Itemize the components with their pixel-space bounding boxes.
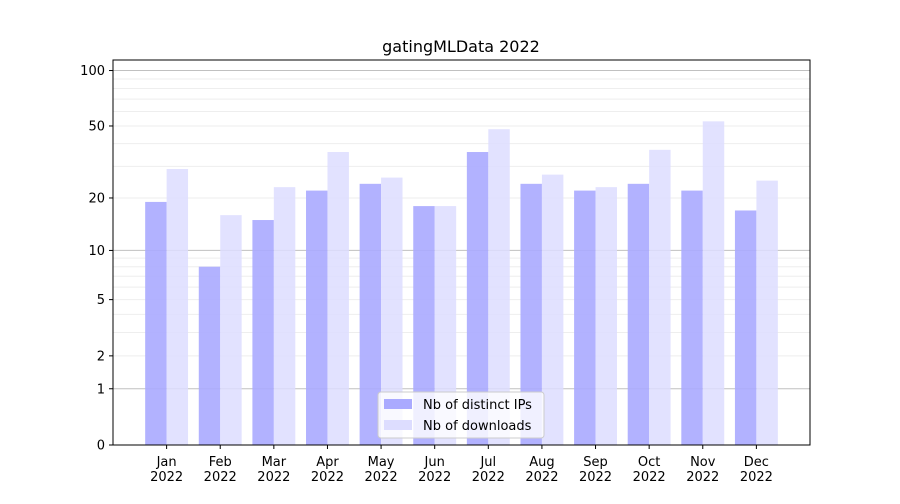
x-tick-label: Sep 2022 — [579, 455, 612, 485]
x-tick-label: Nov 2022 — [686, 455, 719, 485]
bar-ips — [574, 190, 596, 445]
y-tick-label: 0 — [97, 439, 105, 454]
bar-ips — [413, 206, 435, 445]
y-tick-label: 2 — [97, 349, 105, 364]
bar-ips — [306, 190, 328, 445]
bar-ips — [466, 152, 489, 445]
bar-ips — [252, 220, 274, 445]
plot-frame — [112, 59, 811, 446]
bar-ips — [681, 190, 703, 445]
legend-label: Nb of downloads — [423, 419, 532, 434]
bar-ips — [627, 183, 650, 445]
bar-downloads — [166, 169, 189, 446]
x-axis: Jan 2022 Feb 2022 Mar 2022 Apr 2022 May 2022 Jun 20… — [150, 445, 773, 485]
bar-downloads — [381, 177, 403, 445]
legend-swatch — [384, 399, 412, 409]
y-tick-label: 10 — [88, 244, 105, 259]
y-tick-label: 20 — [88, 191, 105, 206]
bar-downloads — [649, 149, 671, 445]
x-tick-label: Jul 2022 — [472, 455, 505, 485]
x-tick-label: Mar 2022 — [257, 455, 290, 485]
y-tick-label: 1 — [97, 382, 105, 397]
y-tick-label: 100 — [80, 64, 105, 79]
x-tick-label: May 2022 — [365, 455, 398, 485]
bar-downloads — [327, 152, 349, 445]
x-tick-label: Jan 2022 — [150, 455, 183, 485]
bar-ips — [359, 183, 382, 445]
x-tick-label: Jun 2022 — [418, 455, 451, 485]
bar-ips — [198, 266, 221, 445]
x-tick-label: Feb 2022 — [204, 455, 237, 485]
bar-downloads — [541, 174, 564, 445]
bar-downloads — [434, 206, 457, 445]
bar-downloads — [756, 180, 778, 445]
y-tick-label: 50 — [88, 119, 105, 134]
bar-downloads — [488, 129, 510, 445]
legend: Nb of distinct IPs Nb of downloads — [377, 391, 545, 439]
x-tick-label: Oct 2022 — [633, 455, 666, 485]
x-tick-label: Apr 2022 — [311, 455, 344, 485]
y-tick-label: 5 — [97, 293, 105, 308]
chart-title: gatingMLData 2022 — [382, 37, 540, 56]
bar-downloads — [273, 187, 296, 445]
legend-swatch — [384, 420, 412, 430]
bar-ips — [520, 183, 542, 445]
bar-ips — [734, 210, 757, 445]
bar-ips — [145, 201, 167, 445]
bar-downloads — [220, 215, 242, 445]
y-axis: 0 1 2 5 10 20 50 100 — [80, 64, 113, 454]
x-tick-label: Aug 2022 — [525, 455, 558, 485]
bar-downloads — [702, 121, 725, 445]
legend-box — [377, 391, 545, 439]
bars — [145, 121, 778, 446]
x-tick-label: Dec 2022 — [740, 455, 773, 485]
legend-label: Nb of distinct IPs — [423, 398, 532, 413]
bar-downloads — [595, 187, 617, 445]
